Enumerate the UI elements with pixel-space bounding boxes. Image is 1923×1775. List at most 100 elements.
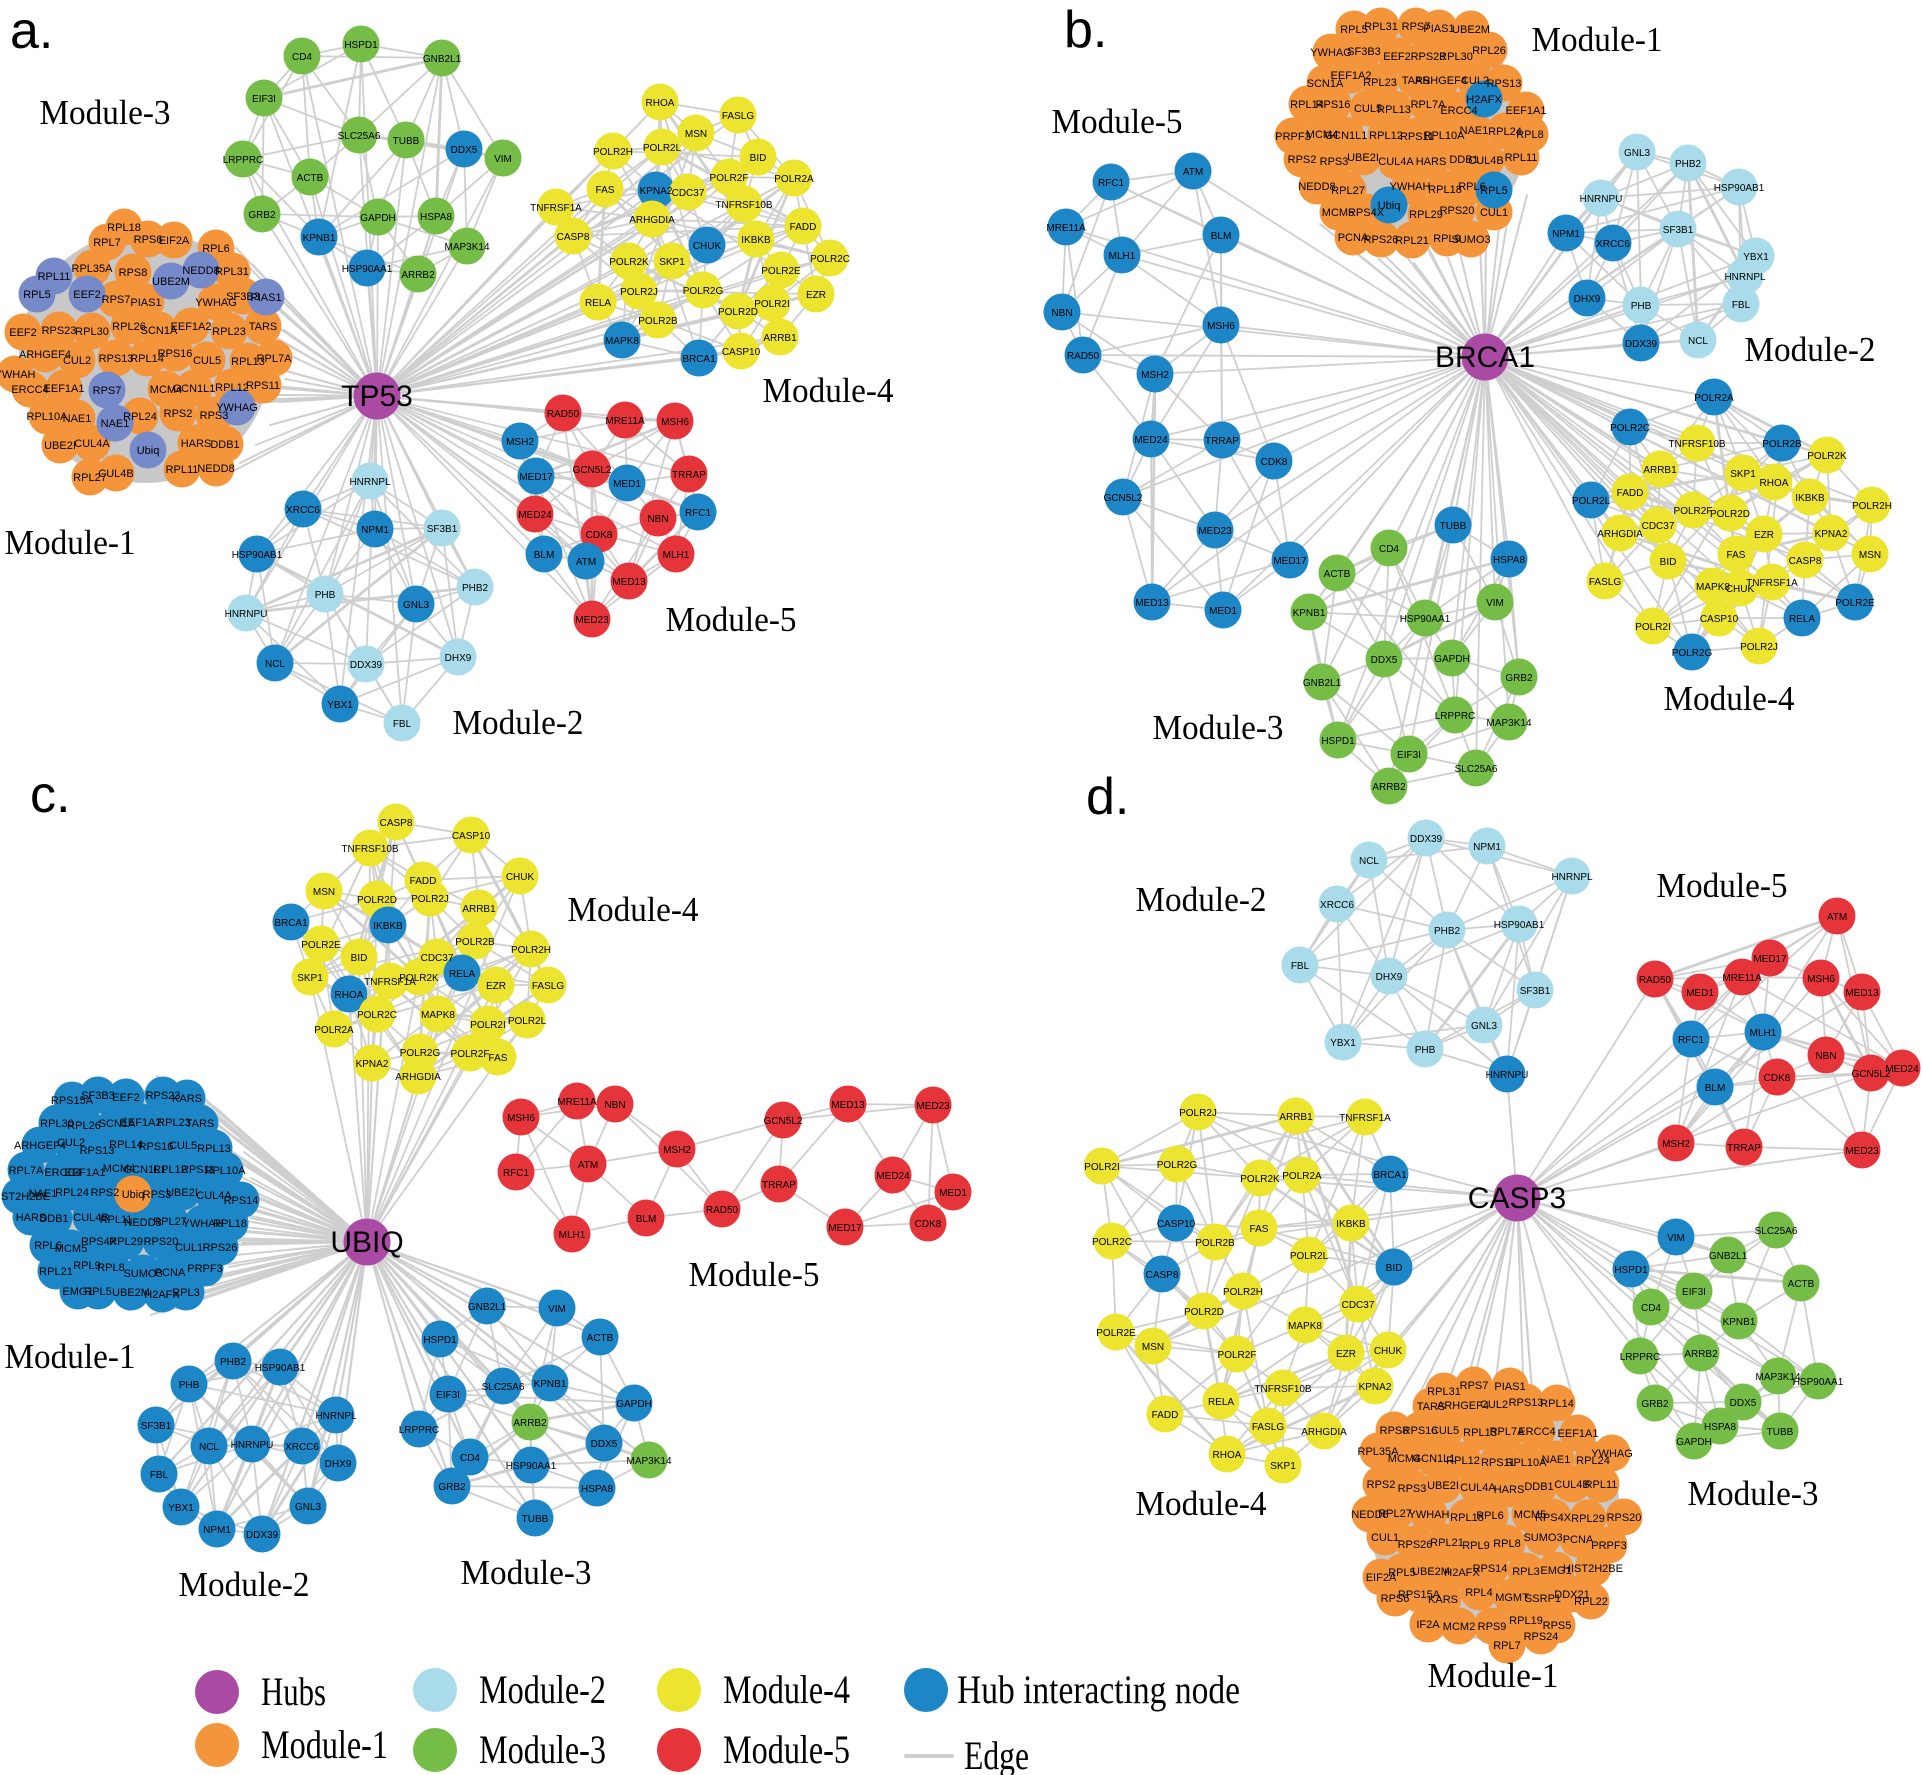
svg-text:SF3B3: SF3B3 (226, 291, 260, 303)
svg-text:GCN5L2: GCN5L2 (1104, 493, 1143, 504)
svg-text:YWHAH: YWHAH (0, 369, 36, 381)
svg-text:CUL4B: CUL4B (1468, 155, 1503, 167)
svg-text:MED24: MED24 (1885, 1064, 1919, 1075)
svg-text:YWHAG: YWHAG (1310, 47, 1352, 59)
svg-text:RPL11: RPL11 (38, 271, 71, 283)
svg-text:PHB: PHB (1415, 1045, 1436, 1056)
svg-text:TNFRSF1A: TNFRSF1A (1339, 1113, 1391, 1124)
svg-text:HSP90AB1: HSP90AB1 (255, 1363, 306, 1374)
svg-text:FADD: FADD (1152, 1410, 1179, 1421)
svg-text:MGMT: MGMT (1495, 1592, 1529, 1604)
svg-text:GRB2: GRB2 (248, 210, 276, 221)
svg-text:RPL5: RPL5 (1388, 1567, 1416, 1579)
svg-text:RAD50: RAD50 (547, 409, 580, 420)
svg-text:POLR2H: POLR2H (1852, 501, 1892, 512)
svg-text:RPL11: RPL11 (100, 1214, 133, 1226)
svg-text:MLH1: MLH1 (1750, 1028, 1777, 1039)
svg-text:RPL23: RPL23 (1363, 77, 1397, 89)
svg-text:MCM4: MCM4 (1306, 129, 1338, 141)
svg-text:CDC37: CDC37 (1342, 1300, 1375, 1311)
svg-text:Module-4: Module-4 (1136, 1484, 1267, 1523)
svg-text:Module-3: Module-3 (1688, 1474, 1819, 1513)
svg-text:UBE2I: UBE2I (166, 1187, 198, 1199)
svg-text:RPL14: RPL14 (1540, 1398, 1574, 1410)
svg-text:SUMO3: SUMO3 (1523, 1532, 1562, 1544)
svg-text:POLR2D: POLR2D (1710, 509, 1750, 520)
svg-text:RPL14: RPL14 (1290, 99, 1324, 111)
svg-text:RPS2: RPS2 (164, 408, 193, 420)
svg-text:RPS3: RPS3 (1320, 156, 1349, 168)
svg-text:RPS20: RPS20 (1607, 1512, 1642, 1524)
svg-text:MED1: MED1 (613, 479, 641, 490)
svg-text:RPS23: RPS23 (42, 325, 77, 337)
svg-text:HSPA8: HSPA8 (420, 212, 452, 223)
svg-text:GRB2: GRB2 (1641, 1399, 1669, 1410)
svg-text:CUL5: CUL5 (193, 355, 221, 367)
svg-text:BID: BID (750, 153, 767, 164)
svg-text:RPS11: RPS11 (1481, 1457, 1515, 1469)
svg-text:CHUK: CHUK (1726, 584, 1755, 595)
svg-text:RPL35A: RPL35A (72, 263, 114, 275)
svg-text:RPL9: RPL9 (73, 1260, 101, 1272)
svg-text:RPS20: RPS20 (144, 1236, 179, 1248)
svg-text:Module-2: Module-2 (1745, 330, 1876, 369)
svg-text:SLC25A6: SLC25A6 (1455, 764, 1498, 775)
svg-text:RPS13: RPS13 (80, 1145, 115, 1157)
svg-text:RPS8: RPS8 (119, 267, 148, 279)
svg-text:MAP3K14: MAP3K14 (1486, 718, 1531, 729)
svg-text:MED17: MED17 (519, 472, 553, 483)
svg-text:ARRB2: ARRB2 (513, 1418, 547, 1429)
svg-text:RPL23: RPL23 (157, 1117, 191, 1129)
svg-text:Ubiq: Ubiq (1378, 200, 1401, 212)
svg-text:POLR2D: POLR2D (718, 307, 758, 318)
svg-text:HSP90AA1: HSP90AA1 (342, 264, 393, 275)
svg-text:UBE2M: UBE2M (1452, 24, 1490, 36)
svg-text:HNRNPU: HNRNPU (225, 609, 268, 620)
svg-text:RPL11: RPL11 (1505, 152, 1538, 164)
svg-text:RPL18: RPL18 (1450, 1512, 1484, 1524)
svg-text:FADD: FADD (410, 876, 437, 887)
svg-text:RPS3: RPS3 (1398, 1483, 1427, 1495)
svg-text:EIF3I: EIF3I (252, 94, 276, 105)
svg-text:RHOA: RHOA (1760, 478, 1789, 489)
svg-text:NBN: NBN (647, 514, 668, 525)
svg-text:POLR2B: POLR2B (1762, 439, 1802, 450)
svg-text:RPL10A: RPL10A (1506, 1457, 1548, 1469)
svg-text:DHX9: DHX9 (1376, 972, 1403, 983)
svg-text:RPS6: RPS6 (134, 234, 163, 246)
svg-text:MSH6: MSH6 (661, 417, 689, 428)
svg-text:EEF1A2: EEF1A2 (1331, 70, 1372, 82)
svg-text:MED13: MED13 (1845, 988, 1879, 999)
svg-text:GNL3: GNL3 (1471, 1021, 1498, 1032)
svg-text:DHX9: DHX9 (445, 653, 472, 664)
svg-text:HSPA8: HSPA8 (1493, 555, 1525, 566)
svg-text:FASLG: FASLG (1589, 577, 1621, 588)
svg-text:PRPF3: PRPF3 (187, 1263, 222, 1275)
svg-text:GRB2: GRB2 (438, 1482, 466, 1493)
svg-text:MAP3K14: MAP3K14 (444, 242, 489, 253)
svg-text:HARS: HARS (16, 1212, 47, 1224)
svg-text:RPS26: RPS26 (203, 1242, 238, 1254)
svg-text:Module-4: Module-4 (568, 890, 699, 929)
svg-text:UBE2M: UBE2M (1412, 1566, 1450, 1578)
svg-text:MED13: MED13 (1135, 598, 1169, 609)
svg-text:HARS: HARS (1494, 1484, 1525, 1496)
svg-text:POLR2I: POLR2I (1635, 622, 1671, 633)
svg-text:HNRNPL: HNRNPL (1551, 872, 1593, 883)
svg-text:FBL: FBL (1291, 961, 1310, 972)
svg-text:POLR2G: POLR2G (400, 1048, 441, 1059)
svg-text:TNFRSF10B: TNFRSF10B (1668, 439, 1726, 450)
svg-text:MED1: MED1 (939, 1188, 967, 1199)
svg-text:HARS: HARS (181, 438, 212, 450)
svg-text:GCN5L2: GCN5L2 (1852, 1069, 1891, 1080)
svg-text:CUL2: CUL2 (63, 355, 91, 367)
svg-text:MCM4: MCM4 (103, 1163, 135, 1175)
svg-text:RPL7A: RPL7A (1411, 99, 1447, 111)
svg-text:RPL13: RPL13 (1377, 104, 1411, 116)
svg-text:GAPDH: GAPDH (1676, 1437, 1712, 1448)
svg-text:RPS3: RPS3 (200, 410, 229, 422)
svg-text:POLR2L: POLR2L (643, 143, 682, 154)
svg-text:RAD50: RAD50 (1639, 975, 1672, 986)
svg-text:POLR2B: POLR2B (1195, 1238, 1235, 1249)
svg-text:RHOA: RHOA (646, 98, 675, 109)
